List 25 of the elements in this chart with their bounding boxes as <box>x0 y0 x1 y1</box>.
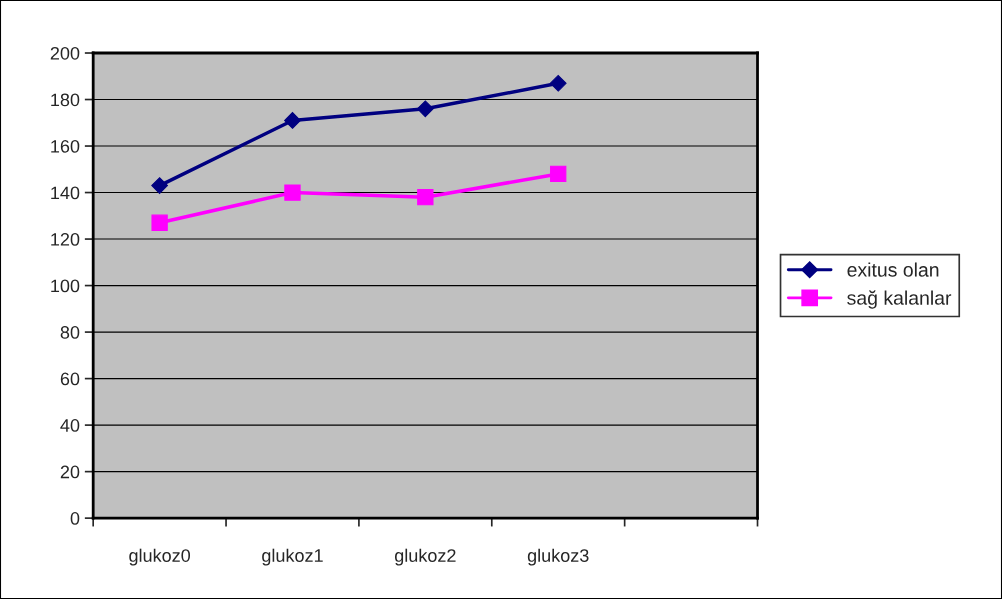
point <box>284 184 301 201</box>
y-tick-label: 120 <box>51 233 80 246</box>
y-tick-label: 100 <box>51 279 80 293</box>
y-tick-label: 60 <box>60 372 80 386</box>
point <box>151 177 168 194</box>
x-tick-label: glukoz0 <box>129 548 191 566</box>
x-tick-label: glukoz1 <box>262 548 323 566</box>
y-tick-label: 200 <box>50 46 80 60</box>
y-tick-label: 80 <box>60 326 80 339</box>
y-tick-label: 20 <box>60 465 80 479</box>
x-tick-label: glukoz2 <box>394 548 456 566</box>
y-tick-label: 140 <box>51 186 80 200</box>
y-tick-label: 160 <box>51 139 80 153</box>
point <box>416 100 434 118</box>
point <box>284 112 301 129</box>
point <box>550 165 567 183</box>
legend-label: sağ kalanlar <box>847 290 952 309</box>
y-tick-label: 0 <box>70 512 80 525</box>
point <box>151 214 168 231</box>
point <box>417 189 434 206</box>
x-tick-label: glukoz3 <box>527 548 589 566</box>
y-tick-label: 180 <box>51 93 80 107</box>
point <box>549 74 567 92</box>
legend-label: exitus olan <box>847 262 939 277</box>
y-tick-label: 40 <box>60 419 80 432</box>
